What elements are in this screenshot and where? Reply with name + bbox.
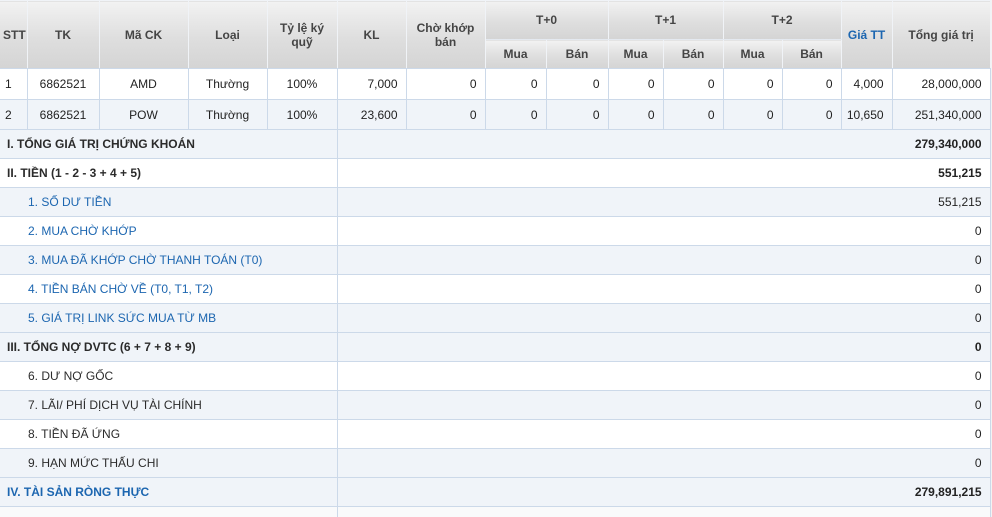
- col-header-margin-ratio: Tỷ lệ ký quỹ: [266, 0, 338, 69]
- summary-row-interest-fees: 7. LÃI/ PHÍ DỊCH VỤ TÀI CHÍNH 0: [0, 390, 991, 420]
- col-header-t1-buy: Mua: [607, 39, 664, 69]
- col-header-t0-sell: Bán: [545, 39, 609, 69]
- cell-pending-sell: 0: [405, 68, 486, 100]
- cell-type: Thường: [187, 68, 268, 100]
- cell-symbol: AMD: [98, 68, 189, 100]
- summary-value: 279,891,215: [336, 477, 991, 507]
- summary-row-sell-proceeds-pending: 4. TIỀN BÁN CHỜ VỀ (T0, T1, T2) 0: [0, 274, 991, 304]
- clipped-cell: [336, 506, 991, 517]
- col-header-t2-buy: Mua: [722, 39, 783, 69]
- cell-account: 6862521: [26, 68, 100, 100]
- summary-value: 0: [336, 361, 991, 391]
- cell-t2-sell: 0: [781, 68, 842, 100]
- summary-row-advanced-cash: 8. TIỀN ĐÃ ỨNG 0: [0, 419, 991, 449]
- summary-value: 0: [336, 303, 991, 333]
- summary-row-cash-balance: 1. SỐ DƯ TIỀN 551,215: [0, 187, 991, 217]
- cell-volume: 7,000: [336, 68, 407, 100]
- cell-t2-buy: 0: [722, 99, 783, 130]
- col-header-t2-sell: Bán: [781, 39, 842, 69]
- cell-margin-ratio: 100%: [266, 99, 338, 130]
- summary-label: 6. DƯ NỢ GỐC: [0, 361, 338, 391]
- clipped-cell: [0, 506, 338, 517]
- summary-label: III. TỔNG NỢ DVTC (6 + 7 + 8 + 9): [0, 332, 338, 362]
- summary-value: 551,215: [336, 158, 991, 188]
- summary-row-link-buying-power: 5. GIÁ TRỊ LINK SỨC MUA TỪ MB 0: [0, 303, 991, 333]
- summary-value: 279,340,000: [336, 129, 991, 159]
- col-header-pending-sell: Chờ khớp bán: [405, 0, 486, 69]
- col-header-volume: KL: [336, 0, 407, 69]
- stock-row-amd[interactable]: 1 6862521 AMD Thường 100% 7,000 0 0 0 0 …: [0, 68, 991, 100]
- summary-value: 0: [336, 216, 991, 246]
- cell-margin-ratio: 100%: [266, 68, 338, 100]
- col-header-t0-group: T+0: [484, 0, 609, 40]
- summary-value: 0: [336, 390, 991, 420]
- col-header-type: Loại: [187, 0, 268, 69]
- summary-row-cash: II. TIỀN (1 - 2 - 3 + 4 + 5) 551,215: [0, 158, 991, 188]
- summary-row-buy-matched-pending-settle: 3. MUA ĐÃ KHỚP CHỜ THANH TOÁN (T0) 0: [0, 245, 991, 275]
- cell-t0-sell: 0: [545, 99, 609, 130]
- cell-total-value: 28,000,000: [891, 68, 991, 100]
- summary-value: 0: [336, 419, 991, 449]
- summary-row-net-asset: IV. TÀI SẢN RÒNG THỰC 279,891,215: [0, 477, 991, 507]
- col-header-t1-group: T+1: [607, 0, 724, 40]
- summary-label: 1. SỐ DƯ TIỀN: [0, 187, 338, 217]
- summary-row-total-securities: I. TỔNG GIÁ TRỊ CHỨNG KHOÁN 279,340,000: [0, 129, 991, 159]
- clipped-next-row: [0, 506, 991, 517]
- cell-total-value: 251,340,000: [891, 99, 991, 130]
- col-header-t0-buy: Mua: [485, 39, 547, 69]
- summary-row-principal-debt: 6. DƯ NỢ GỐC 0: [0, 361, 991, 391]
- col-header-t1-sell: Bán: [662, 39, 724, 69]
- summary-label: 2. MUA CHỜ KHỚP: [0, 216, 338, 246]
- col-header-market-price: Giá TT: [840, 0, 893, 69]
- col-header-t2-group: T+2: [722, 0, 842, 40]
- cell-t1-buy: 0: [607, 68, 664, 100]
- summary-label: 8. TIỀN ĐÃ ỨNG: [0, 419, 338, 449]
- col-header-symbol: Mã CK: [98, 0, 189, 69]
- cell-t0-buy: 0: [484, 68, 547, 100]
- table-header: STT TK Mã CK Loại Tỷ lệ ký quỹ KL Chờ kh…: [0, 0, 991, 69]
- summary-row-buy-pending-match: 2. MUA CHỜ KHỚP 0: [0, 216, 991, 246]
- summary-value: 0: [336, 245, 991, 275]
- cell-market-price: 4,000: [840, 68, 893, 100]
- cell-t0-buy: 0: [484, 99, 547, 130]
- cell-type: Thường: [187, 99, 268, 130]
- cell-stt: 2: [0, 99, 28, 130]
- cell-t1-sell: 0: [662, 68, 724, 100]
- cell-t0-sell: 0: [545, 68, 609, 100]
- summary-label: I. TỔNG GIÁ TRỊ CHỨNG KHOÁN: [0, 129, 338, 159]
- summary-value: 0: [336, 448, 991, 478]
- summary-row-overdraft-limit: 9. HẠN MỨC THẤU CHI 0: [0, 448, 991, 478]
- summary-label: 4. TIỀN BÁN CHỜ VỀ (T0, T1, T2): [0, 274, 338, 304]
- col-header-account: TK: [26, 0, 100, 69]
- summary-value: 551,215: [336, 187, 991, 217]
- cell-t1-sell: 0: [662, 99, 724, 130]
- summary-label: IV. TÀI SẢN RÒNG THỰC: [0, 477, 338, 507]
- col-header-stt: STT: [0, 0, 28, 69]
- cell-market-price: 10,650: [840, 99, 893, 130]
- cell-volume: 23,600: [336, 99, 407, 130]
- summary-label: II. TIỀN (1 - 2 - 3 + 4 + 5): [0, 158, 338, 188]
- summary-value: 0: [336, 332, 991, 362]
- cell-t2-sell: 0: [781, 99, 842, 130]
- summary-value: 0: [336, 274, 991, 304]
- cell-t2-buy: 0: [722, 68, 783, 100]
- cell-account: 6862521: [26, 99, 100, 130]
- cell-stt: 1: [0, 68, 28, 100]
- summary-row-total-debt: III. TỔNG NỢ DVTC (6 + 7 + 8 + 9) 0: [0, 332, 991, 362]
- summary-label: 5. GIÁ TRỊ LINK SỨC MUA TỪ MB: [0, 303, 338, 333]
- summary-label: 3. MUA ĐÃ KHỚP CHỜ THANH TOÁN (T0): [0, 245, 338, 275]
- col-header-total-value: Tổng giá trị: [891, 0, 991, 69]
- cell-pending-sell: 0: [405, 99, 486, 130]
- cell-symbol: POW: [98, 99, 189, 130]
- summary-label: 7. LÃI/ PHÍ DỊCH VỤ TÀI CHÍNH: [0, 390, 338, 420]
- stock-row-pow[interactable]: 2 6862521 POW Thường 100% 23,600 0 0 0 0…: [0, 99, 991, 130]
- cell-t1-buy: 0: [607, 99, 664, 130]
- header-group-row: STT TK Mã CK Loại Tỷ lệ ký quỹ KL Chờ kh…: [0, 0, 991, 69]
- summary-label: 9. HẠN MỨC THẤU CHI: [0, 448, 338, 478]
